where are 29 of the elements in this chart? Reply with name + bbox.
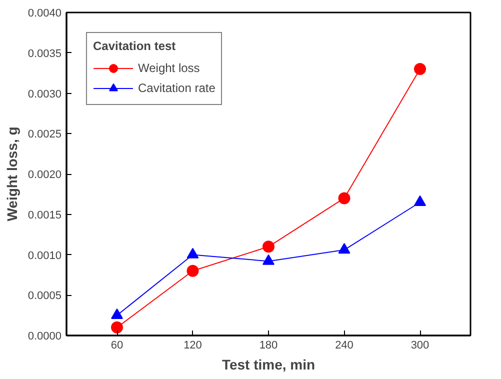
y-tick-label: 0.0035: [28, 48, 62, 60]
point: [186, 264, 199, 277]
point: [338, 192, 350, 204]
point: [338, 243, 350, 254]
x-axis-title: Test time, min: [222, 356, 316, 372]
x-tick-label: 180: [259, 340, 278, 352]
legend-label: Weight loss: [138, 61, 200, 75]
y-tick-label: 0.0015: [28, 209, 62, 222]
y-tick-label: 0.0000: [28, 330, 62, 342]
point: [186, 248, 199, 258]
point: [414, 195, 426, 206]
point: [414, 63, 426, 76]
y-tick-label: 0.0040: [28, 8, 62, 20]
x-tick-label: 240: [335, 340, 354, 352]
legend-label: Cavitation rate: [138, 81, 216, 95]
y-tick-label: 0.0010: [28, 250, 62, 262]
y-axis-title: Weight loss, g: [4, 126, 20, 222]
legend-title: Cavitation test: [93, 39, 177, 53]
y-tick-label: 0.0020: [28, 169, 62, 181]
point: [111, 321, 123, 334]
y-tick-label: 0.0030: [28, 88, 62, 100]
y-tick-label: 0.0005: [28, 290, 62, 302]
point: [262, 240, 274, 253]
x-tick-label: 120: [184, 340, 202, 352]
point: [262, 254, 274, 265]
x-tick-label: 300: [410, 340, 430, 352]
x-tick-label: 60: [110, 340, 124, 352]
point: [111, 308, 123, 319]
y-tick-label: 0.0025: [28, 128, 62, 141]
